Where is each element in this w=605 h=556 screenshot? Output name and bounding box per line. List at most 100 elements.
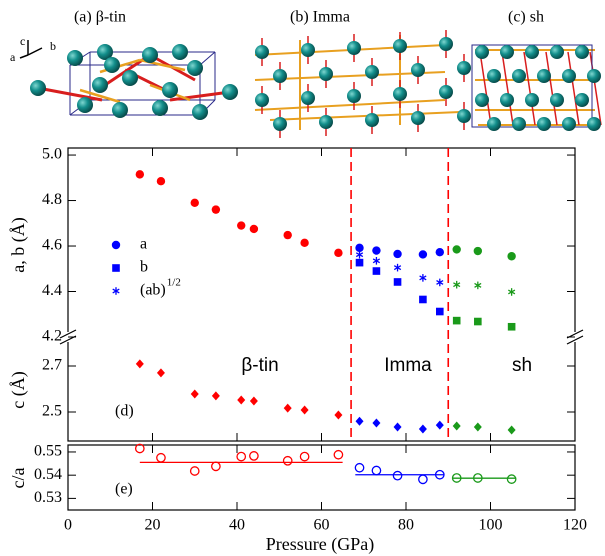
point [452, 421, 461, 431]
atom [222, 84, 238, 100]
point [393, 278, 402, 286]
point [451, 473, 462, 483]
point [508, 288, 516, 296]
x-axis-label: Pressure (GPa) [266, 534, 374, 555]
point [506, 474, 517, 484]
atom [575, 93, 589, 107]
asterisk-stroke [393, 265, 402, 271]
y-tick-label: 0.55 [34, 443, 62, 460]
atom [500, 45, 514, 59]
point [434, 469, 445, 480]
atom [255, 45, 269, 59]
x-tick-label: 0 [64, 517, 72, 534]
point [189, 466, 200, 476]
atom [142, 47, 158, 63]
asterisk-stroke [112, 288, 120, 294]
point [135, 359, 144, 369]
bond [567, 51, 580, 126]
point [474, 281, 482, 290]
atom [187, 60, 203, 76]
point [211, 205, 221, 214]
point [372, 257, 381, 265]
point [418, 474, 428, 485]
axes-glyph: c a b [10, 34, 56, 64]
y-tick-label: 0.54 [34, 466, 62, 483]
atom [411, 63, 425, 77]
atom [411, 111, 425, 125]
atom [587, 69, 601, 83]
point [249, 451, 259, 461]
atom [587, 117, 601, 131]
panel-frame [67, 444, 576, 511]
legend-label-sup: 1/2 [167, 277, 181, 289]
point [507, 425, 516, 435]
atom [550, 45, 564, 59]
structure-label: (c) sh [508, 9, 544, 26]
point [156, 368, 165, 378]
panel-label: (e) [115, 481, 133, 498]
y-tick-label: 4.8 [42, 191, 62, 208]
atom [104, 57, 120, 73]
point [156, 452, 166, 463]
atom [457, 109, 471, 123]
atom [365, 65, 379, 79]
asterisk-stroke [508, 289, 516, 295]
atom [92, 77, 108, 93]
x-tick-label: 80 [398, 517, 414, 534]
legend-label: a [140, 236, 147, 253]
point [283, 403, 292, 413]
point [452, 316, 461, 325]
point [419, 295, 427, 304]
axis-letter: b [50, 39, 56, 53]
atom [365, 113, 379, 127]
x-tick-label: 20 [145, 517, 161, 534]
phase-label: β-tin [241, 355, 278, 376]
asterisk-stroke [355, 252, 364, 258]
legend-label: b [140, 259, 148, 276]
point [393, 422, 402, 432]
legend-marker [111, 240, 121, 250]
point [472, 473, 483, 483]
point [355, 243, 364, 253]
point [211, 461, 221, 472]
asterisk-stroke [436, 279, 444, 285]
bond [37, 86, 103, 102]
point [453, 280, 461, 289]
y-axis-label: c/a [8, 468, 28, 489]
bond [501, 51, 514, 126]
point [333, 449, 344, 460]
point [372, 246, 381, 255]
atom [487, 117, 501, 131]
y-tick-label: 4.2 [42, 328, 62, 345]
point [452, 245, 461, 254]
point [156, 177, 166, 186]
point [249, 224, 259, 234]
atom [537, 117, 551, 131]
legend-marker [112, 287, 120, 295]
atom [97, 44, 113, 60]
point [299, 451, 310, 462]
asterisk-stroke [453, 282, 461, 288]
panel-label: (d) [115, 403, 134, 420]
y-axis-label: c (Å) [8, 371, 29, 408]
bond [199, 51, 216, 66]
point [334, 410, 343, 420]
point [418, 424, 427, 434]
atom [347, 41, 361, 55]
point [392, 470, 403, 481]
point [436, 307, 444, 316]
point [507, 322, 516, 331]
point [473, 246, 483, 256]
atom [393, 87, 407, 101]
atom [525, 93, 539, 107]
point [283, 230, 292, 240]
atom [347, 89, 361, 103]
point [418, 250, 428, 259]
atom [439, 37, 453, 51]
point [355, 258, 364, 267]
asterisk-stroke [372, 258, 381, 264]
point [300, 405, 309, 415]
y-tick-label: 0.53 [34, 489, 62, 506]
y-tick-label: 4.6 [42, 237, 62, 254]
point [355, 416, 364, 426]
